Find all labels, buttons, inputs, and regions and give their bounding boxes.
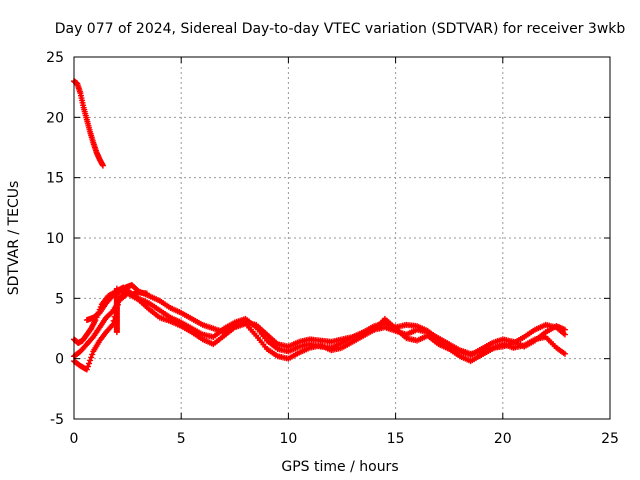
grid — [74, 57, 610, 419]
x-tick-label: 15 — [387, 431, 405, 447]
y-tick-label: -5 — [50, 412, 64, 428]
x-tick-label: 0 — [70, 431, 79, 447]
x-tick-label: 25 — [601, 431, 619, 447]
data-point — [561, 350, 568, 357]
data-point — [86, 360, 93, 367]
data-point — [89, 351, 96, 358]
data-point — [108, 323, 115, 330]
series-sat-d — [71, 282, 568, 360]
y-tick-label: 20 — [46, 110, 64, 126]
data-point — [561, 326, 568, 333]
x-tick-label: 20 — [494, 431, 512, 447]
x-tick-label: 10 — [279, 431, 297, 447]
data-point — [84, 363, 91, 370]
y-tick-label: 25 — [46, 50, 64, 66]
x-tick-label: 5 — [177, 431, 186, 447]
data-points — [71, 78, 568, 373]
data-point — [99, 162, 106, 169]
y-tick-label: 5 — [55, 291, 64, 307]
series-sat-a-early — [71, 78, 106, 169]
y-tick-label: 15 — [46, 171, 64, 187]
data-point — [87, 357, 94, 364]
data-point — [83, 366, 90, 373]
data-point — [143, 290, 150, 297]
x-axis-label: GPS time / hours — [281, 459, 398, 475]
y-axis-label: SDTVAR / TECUs — [6, 181, 22, 296]
data-point — [88, 354, 95, 361]
y-tick-label: 10 — [46, 231, 64, 247]
axis-ticks: 0 5 10 15 20 25 -5 0 5 10 15 20 25 — [46, 50, 619, 447]
series-sat-f — [83, 286, 150, 324]
chart-title: Day 077 of 2024, Sidereal Day-to-day VTE… — [55, 21, 626, 37]
y-tick-label: 0 — [55, 352, 64, 368]
